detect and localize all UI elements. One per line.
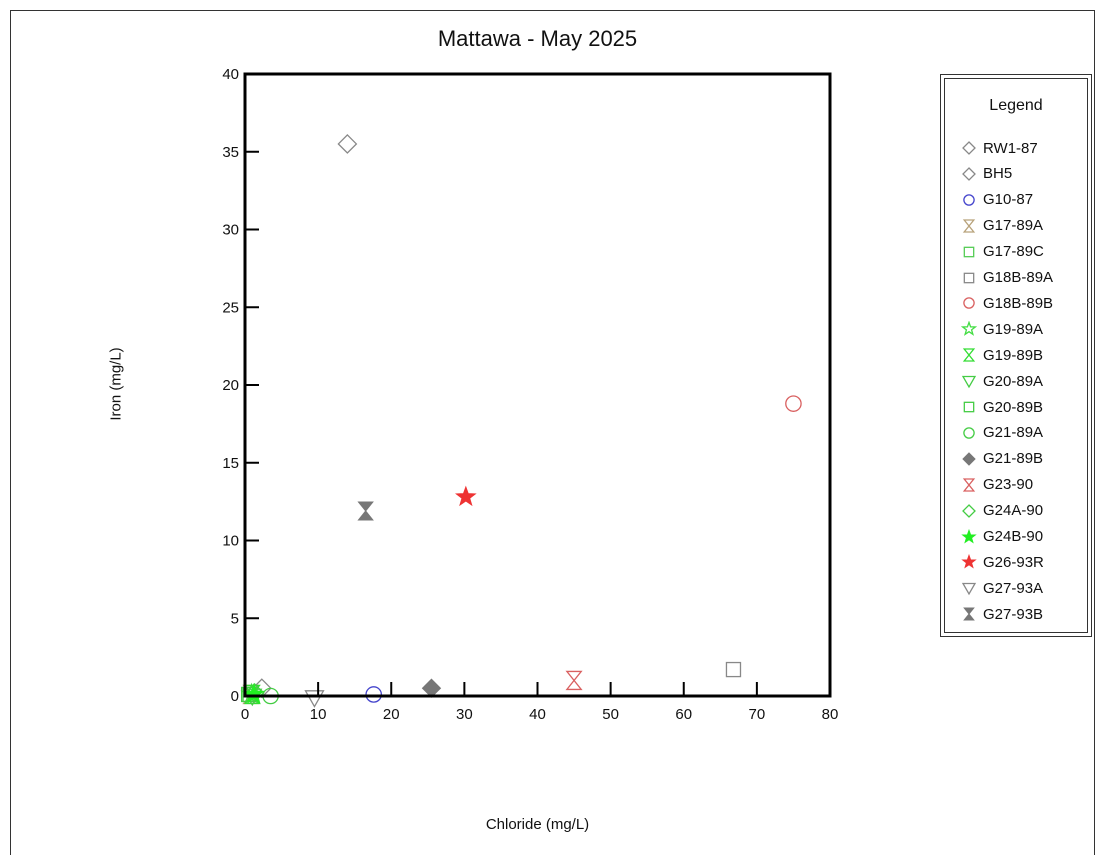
legend-item-g20-89a: G20-89A — [961, 370, 1043, 392]
legend-label: G23-90 — [983, 476, 1034, 494]
star-icon — [961, 321, 977, 337]
legend-item-g18b-89b: G18B-89B — [961, 292, 1053, 314]
square-icon — [963, 272, 975, 283]
x-tick-label: 80 — [822, 706, 839, 723]
legend-label: G21-89B — [983, 450, 1044, 468]
legend-item-g17-89a: G17-89A — [961, 215, 1043, 237]
x-tick-label: 20 — [383, 706, 400, 723]
x-axis-ticks: 0 10 20 30 40 50 60 70 80 — [241, 682, 839, 723]
y-tick-label: 20 — [222, 377, 239, 394]
plot-area — [243, 72, 832, 698]
legend-label: G18B-89A — [983, 269, 1054, 286]
legend-item-g24b-90: G24B-90 — [961, 526, 1043, 548]
legend-item-g24a-90: G24A-90 — [961, 500, 1043, 522]
legend-item-g26-93r: G26-93R — [961, 551, 1044, 573]
circle-icon — [963, 194, 975, 206]
circle-icon — [963, 297, 975, 310]
data-point-bh5 — [337, 134, 358, 154]
legend-label: G18B-89B — [983, 294, 1054, 312]
y-tick-label: 25 — [222, 299, 239, 316]
hourglass-icon — [962, 478, 976, 492]
x-tick-label: 70 — [749, 706, 766, 723]
y-tick-label: 0 — [231, 688, 239, 705]
triangle-down-icon — [961, 583, 977, 596]
hourglass-icon — [963, 607, 975, 621]
data-point-g18b-89b — [785, 395, 802, 412]
legend-label: G27-93A — [983, 579, 1044, 597]
y-tick-label: 30 — [222, 222, 239, 239]
diamond-icon — [962, 452, 976, 466]
legend-title: Legend — [989, 97, 1043, 114]
star-icon — [961, 554, 977, 569]
square-icon — [963, 246, 975, 257]
legend-label: G19-89B — [983, 346, 1044, 364]
legend-label: G26-93R — [983, 553, 1044, 571]
legend-item-g19-89b: G19-89B — [961, 344, 1043, 366]
legend-item-rw1-87: RW1-87 — [961, 137, 1038, 159]
data-point-g27-93b — [357, 501, 374, 521]
star-icon — [961, 528, 977, 544]
x-tick-label: 30 — [456, 706, 473, 723]
y-tick-label: 5 — [231, 610, 239, 627]
legend-item-g17-89c: G17-89C — [961, 241, 1044, 263]
diamond-icon — [962, 166, 976, 181]
y-tick-label: 10 — [222, 533, 239, 550]
chart-frame — [10, 10, 1095, 855]
triangle-down-icon — [961, 375, 977, 389]
legend-label: G21-89A — [983, 424, 1044, 442]
square-icon — [963, 401, 975, 413]
legend-item-g27-93b: G27-93B — [961, 603, 1043, 625]
legend-item-g19-89a: G19-89A — [961, 318, 1043, 340]
legend-label: G17-89A — [983, 217, 1044, 235]
legend-item-bh5: BH5 — [961, 163, 1012, 185]
x-tick-label: 60 — [675, 706, 692, 723]
data-point-g10-87 — [365, 686, 383, 703]
hourglass-icon — [962, 348, 976, 362]
legend-label: G24A-90 — [983, 502, 1044, 520]
legend-item-g21-89b: G21-89B — [961, 448, 1043, 470]
data-point-g26-93r — [455, 485, 477, 507]
x-tick-label: 10 — [310, 706, 327, 723]
data-point-g24a-90 — [244, 682, 265, 703]
data-point-g23-90 — [565, 670, 583, 691]
legend-label: G10-87 — [983, 191, 1034, 209]
y-tick-label: 15 — [222, 455, 239, 472]
y-axis-ticks: 0 5 10 15 20 25 30 35 40 — [222, 66, 259, 705]
x-tick-label: 40 — [529, 706, 546, 723]
data-markers — [240, 134, 802, 708]
legend-item-g20-89b: G20-89B — [961, 396, 1043, 418]
legend-item-g23-90: G23-90 — [961, 474, 1033, 496]
legend-label: G20-89B — [983, 398, 1044, 416]
data-point-g24b-90 — [242, 683, 265, 704]
chart-title: Mattawa - May 2025 — [437, 26, 638, 51]
legend-label: G24B-90 — [983, 528, 1044, 545]
legend-label: RW1-87 — [983, 139, 1038, 157]
diamond-icon — [962, 503, 976, 518]
hourglass-icon — [962, 219, 976, 233]
y-tick-label: 40 — [222, 66, 239, 83]
legend-inner-border: Legend RW1-87 BH5 G10-87 G17-89A G17-89C G18B… — [944, 78, 1088, 633]
legend-label: G19-89A — [983, 320, 1044, 338]
x-tick-label: 0 — [241, 706, 249, 723]
legend-label: G27-93B — [983, 605, 1044, 623]
circle-icon — [963, 427, 975, 439]
legend-item-g21-89a: G21-89A — [961, 422, 1043, 444]
x-axis-label: Chloride (mg/L) — [485, 816, 590, 833]
data-point-g27-93a — [304, 690, 325, 708]
legend-item-g27-93a: G27-93A — [961, 577, 1043, 599]
legend-item-g10-87: G10-87 — [961, 189, 1033, 211]
legend-item-g18b-89a: G18B-89A — [961, 267, 1053, 289]
data-point-g18b-89a — [725, 661, 742, 678]
diamond-icon — [962, 141, 976, 155]
legend-label: G20-89A — [983, 372, 1044, 390]
x-tick-label: 50 — [602, 706, 619, 723]
legend-label: G17-89C — [983, 243, 1044, 261]
y-tick-label: 35 — [222, 144, 239, 161]
legend-label: BH5 — [983, 165, 1013, 183]
legend: Legend RW1-87 BH5 G10-87 G17-89A G17-89C G18B… — [940, 74, 1092, 637]
